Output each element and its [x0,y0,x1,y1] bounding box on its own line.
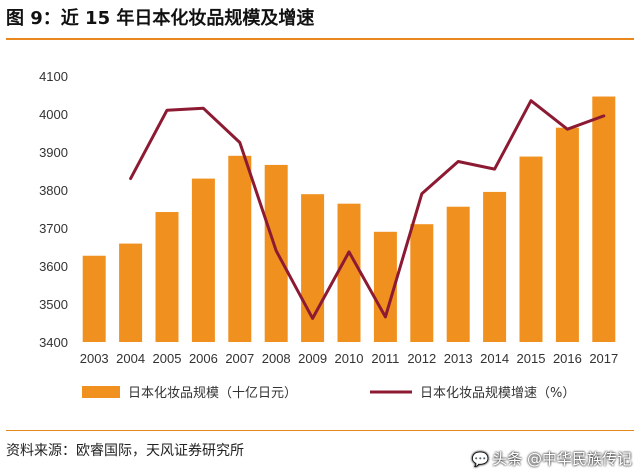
figure-title: 图 9：近 15 年日本化妆品规模及增速 [6,8,315,29]
bar [155,212,179,342]
x-tick-label: 2011 [371,351,399,366]
bar [555,127,579,343]
bar [519,156,543,342]
title-rule [6,38,634,40]
y-tick-label: 3600 [39,259,68,274]
x-tick-label: 2008 [262,351,291,366]
bar [483,191,507,342]
y-tick-label: 3900 [39,145,68,160]
y-tick-label: 3400 [39,335,68,350]
legend-bar-label: 日本化妆品规模（十亿日元） [128,386,297,401]
x-tick-label: 2010 [335,351,364,366]
x-tick-label: 2006 [189,351,218,366]
y-tick-label: 4100 [39,69,68,84]
growth-line [129,99,606,320]
legend-bar-swatch [82,386,120,398]
watermark-text: 头条 @中华民族传记 [492,450,632,468]
bar [119,243,143,342]
bar-series [82,96,616,343]
x-tick-label: 2014 [480,351,509,366]
watermark: 💬 头条 @中华民族传记 [472,448,632,469]
bar [373,231,397,342]
bar [592,96,616,342]
x-tick-label: 2017 [589,351,618,366]
y-tick-label: 4000 [39,107,68,122]
bar [191,178,215,342]
line-series [129,99,606,320]
bar [410,224,434,342]
legend: 日本化妆品规模（十亿日元） 日本化妆品规模增速（%） [82,386,575,401]
y-axis: 3400 3500 3600 3700 3800 3900 4000 4100 [39,69,68,350]
x-tick-label: 2016 [553,351,582,366]
source-rule [6,430,634,431]
x-tick-label: 2009 [298,351,327,366]
x-tick-label: 2007 [225,351,254,366]
x-axis: 2003 2004 2005 2006 2007 2008 2009 2010 2011 2012… [80,351,619,366]
legend-line-label: 日本化妆品规模增速（%） [420,386,575,401]
y-tick-label: 3800 [39,183,68,198]
x-tick-label: 2004 [116,351,145,366]
bar [82,255,106,342]
bar [337,203,361,342]
chat-bubble-icon: 💬 [471,452,490,468]
x-tick-label: 2013 [444,351,473,366]
x-tick-label: 2015 [517,351,546,366]
y-tick-label: 3700 [39,221,68,236]
x-tick-label: 2003 [80,351,109,366]
bar [228,155,252,342]
source-note: 资料来源：欧睿国际，天风证券研究所 [6,443,244,459]
bar [446,206,470,342]
x-tick-label: 2012 [407,351,436,366]
x-tick-label: 2005 [153,351,182,366]
y-tick-label: 3500 [39,297,68,312]
